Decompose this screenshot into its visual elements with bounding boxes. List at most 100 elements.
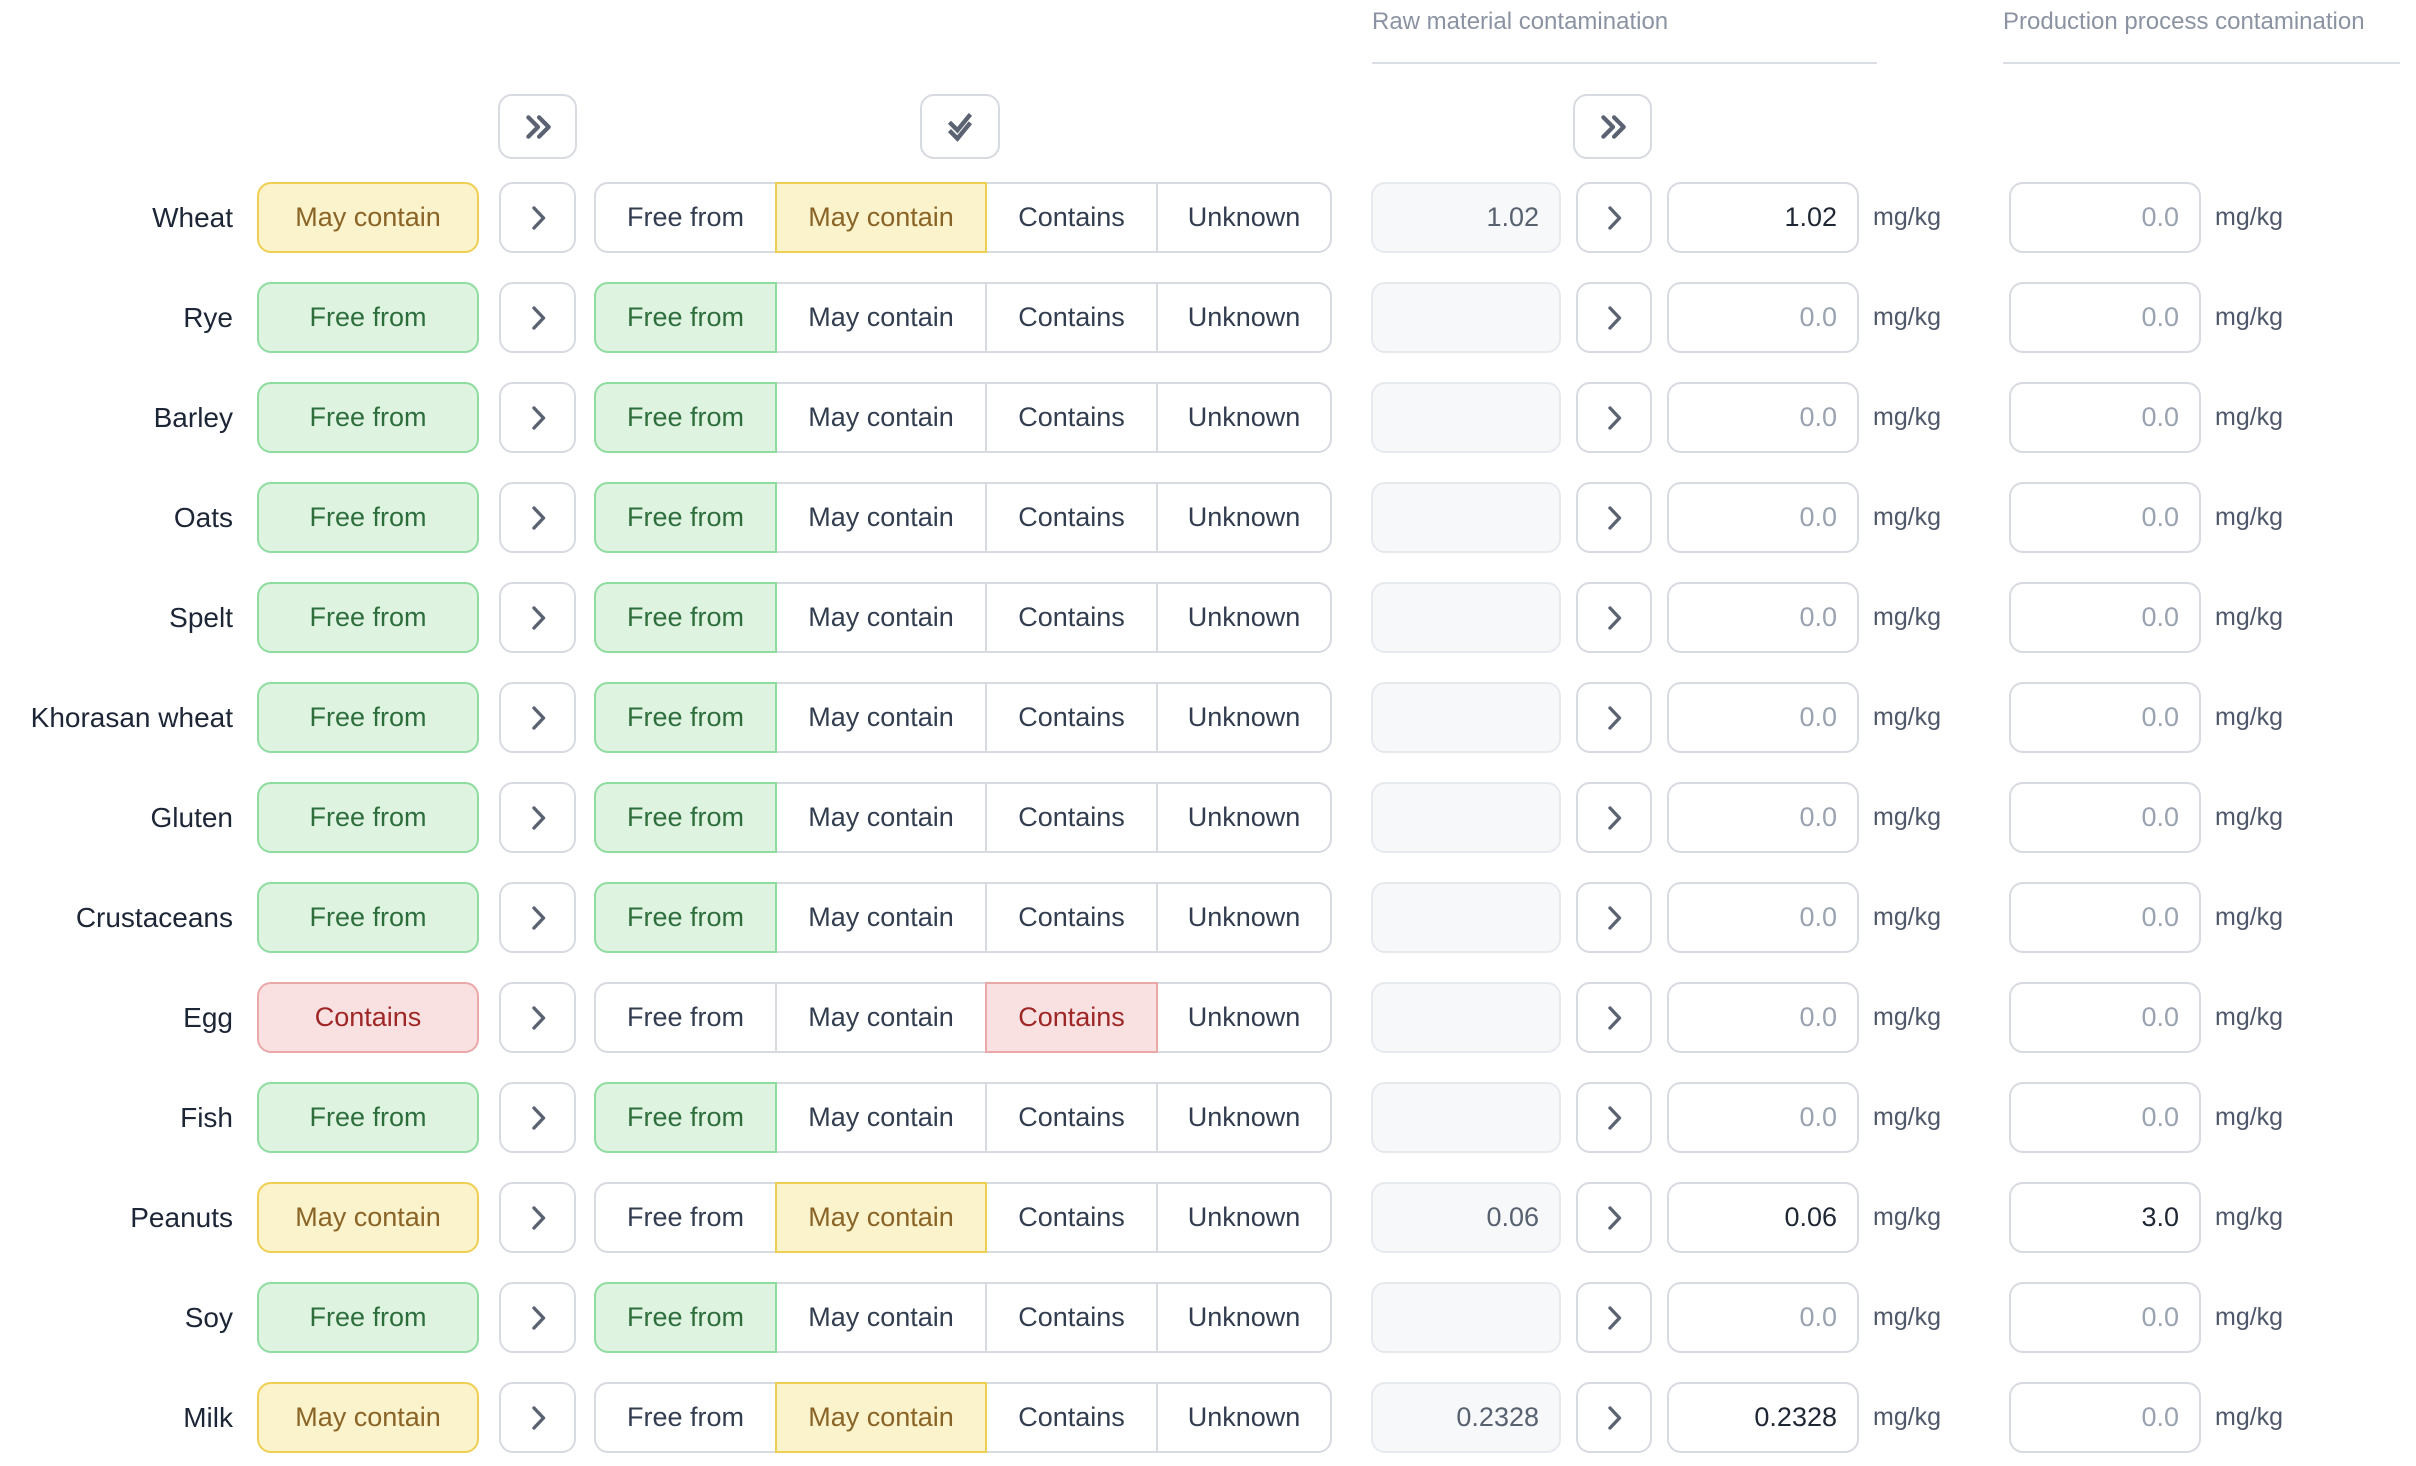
status-option-contains[interactable]: Contains [985, 782, 1158, 853]
copy-value-button[interactable] [1576, 1082, 1652, 1153]
status-option-free-from[interactable]: Free from [594, 1282, 777, 1353]
copy-value-button[interactable] [1576, 282, 1652, 353]
status-option-may-contain[interactable]: May contain [775, 282, 987, 353]
production-contamination-input[interactable] [2009, 182, 2201, 253]
raw-contamination-input[interactable] [1667, 1382, 1859, 1453]
copy-value-button[interactable] [1576, 582, 1652, 653]
copy-status-button[interactable] [499, 182, 576, 253]
copy-status-button[interactable] [499, 682, 576, 753]
status-option-unknown[interactable]: Unknown [1156, 382, 1332, 453]
production-contamination-input[interactable] [2009, 682, 2201, 753]
status-option-contains[interactable]: Contains [985, 982, 1158, 1053]
status-option-may-contain[interactable]: May contain [775, 1382, 987, 1453]
status-option-contains[interactable]: Contains [985, 1082, 1158, 1153]
status-option-free-from[interactable]: Free from [594, 1082, 777, 1153]
status-option-may-contain[interactable]: May contain [775, 182, 987, 253]
status-option-contains[interactable]: Contains [985, 682, 1158, 753]
production-contamination-input[interactable] [2009, 782, 2201, 853]
status-option-free-from[interactable]: Free from [594, 1182, 777, 1253]
production-contamination-input[interactable] [2009, 282, 2201, 353]
status-option-unknown[interactable]: Unknown [1156, 1082, 1332, 1153]
status-option-may-contain[interactable]: May contain [775, 982, 987, 1053]
status-option-unknown[interactable]: Unknown [1156, 1182, 1332, 1253]
status-option-unknown[interactable]: Unknown [1156, 1382, 1332, 1453]
raw-contamination-input[interactable] [1667, 1082, 1859, 1153]
copy-value-button[interactable] [1576, 882, 1652, 953]
copy-status-button[interactable] [499, 382, 576, 453]
copy-status-button[interactable] [499, 1382, 576, 1453]
status-option-unknown[interactable]: Unknown [1156, 682, 1332, 753]
status-option-may-contain[interactable]: May contain [775, 482, 987, 553]
status-option-contains[interactable]: Contains [985, 1282, 1158, 1353]
status-option-free-from[interactable]: Free from [594, 482, 777, 553]
status-option-unknown[interactable]: Unknown [1156, 282, 1332, 353]
status-option-contains[interactable]: Contains [985, 282, 1158, 353]
status-option-may-contain[interactable]: May contain [775, 882, 987, 953]
status-option-unknown[interactable]: Unknown [1156, 482, 1332, 553]
status-option-free-from[interactable]: Free from [594, 882, 777, 953]
raw-contamination-input[interactable] [1667, 282, 1859, 353]
raw-contamination-input[interactable] [1667, 982, 1859, 1053]
raw-contamination-input[interactable] [1667, 582, 1859, 653]
copy-status-button[interactable] [499, 482, 576, 553]
production-contamination-input[interactable] [2009, 1282, 2201, 1353]
status-option-contains[interactable]: Contains [985, 882, 1158, 953]
status-option-contains[interactable]: Contains [985, 1382, 1158, 1453]
status-option-may-contain[interactable]: May contain [775, 1282, 987, 1353]
copy-status-button[interactable] [499, 782, 576, 853]
production-contamination-input[interactable] [2009, 382, 2201, 453]
status-option-may-contain[interactable]: May contain [775, 382, 987, 453]
raw-contamination-input[interactable] [1667, 1182, 1859, 1253]
apply-values-to-all-button[interactable] [1573, 94, 1652, 159]
raw-contamination-input[interactable] [1667, 782, 1859, 853]
status-option-contains[interactable]: Contains [985, 182, 1158, 253]
production-contamination-input[interactable] [2009, 1382, 2201, 1453]
raw-contamination-input[interactable] [1667, 382, 1859, 453]
status-option-unknown[interactable]: Unknown [1156, 782, 1332, 853]
copy-status-button[interactable] [499, 882, 576, 953]
status-option-may-contain[interactable]: May contain [775, 682, 987, 753]
status-option-free-from[interactable]: Free from [594, 682, 777, 753]
status-option-contains[interactable]: Contains [985, 382, 1158, 453]
status-option-free-from[interactable]: Free from [594, 182, 777, 253]
status-option-unknown[interactable]: Unknown [1156, 182, 1332, 253]
status-option-contains[interactable]: Contains [985, 582, 1158, 653]
apply-status-to-all-button[interactable] [498, 94, 577, 159]
raw-contamination-input[interactable] [1667, 482, 1859, 553]
copy-value-button[interactable] [1576, 782, 1652, 853]
production-contamination-input[interactable] [2009, 482, 2201, 553]
production-contamination-input[interactable] [2009, 1182, 2201, 1253]
copy-value-button[interactable] [1576, 1182, 1652, 1253]
copy-status-button[interactable] [499, 1282, 576, 1353]
confirm-all-statuses-button[interactable] [920, 94, 1000, 159]
raw-contamination-input[interactable] [1667, 1282, 1859, 1353]
copy-status-button[interactable] [499, 1182, 576, 1253]
raw-contamination-input[interactable] [1667, 682, 1859, 753]
copy-value-button[interactable] [1576, 682, 1652, 753]
status-option-contains[interactable]: Contains [985, 482, 1158, 553]
status-option-may-contain[interactable]: May contain [775, 782, 987, 853]
status-option-may-contain[interactable]: May contain [775, 1182, 987, 1253]
status-option-unknown[interactable]: Unknown [1156, 582, 1332, 653]
production-contamination-input[interactable] [2009, 882, 2201, 953]
status-option-may-contain[interactable]: May contain [775, 582, 987, 653]
status-option-free-from[interactable]: Free from [594, 282, 777, 353]
copy-value-button[interactable] [1576, 1282, 1652, 1353]
status-option-unknown[interactable]: Unknown [1156, 1282, 1332, 1353]
status-option-may-contain[interactable]: May contain [775, 1082, 987, 1153]
copy-status-button[interactable] [499, 982, 576, 1053]
copy-status-button[interactable] [499, 582, 576, 653]
copy-value-button[interactable] [1576, 482, 1652, 553]
raw-contamination-input[interactable] [1667, 882, 1859, 953]
status-option-free-from[interactable]: Free from [594, 782, 777, 853]
status-option-unknown[interactable]: Unknown [1156, 982, 1332, 1053]
copy-status-button[interactable] [499, 282, 576, 353]
copy-value-button[interactable] [1576, 1382, 1652, 1453]
status-option-free-from[interactable]: Free from [594, 382, 777, 453]
copy-value-button[interactable] [1576, 182, 1652, 253]
status-option-free-from[interactable]: Free from [594, 982, 777, 1053]
copy-value-button[interactable] [1576, 982, 1652, 1053]
status-option-free-from[interactable]: Free from [594, 1382, 777, 1453]
status-option-free-from[interactable]: Free from [594, 582, 777, 653]
status-option-unknown[interactable]: Unknown [1156, 882, 1332, 953]
